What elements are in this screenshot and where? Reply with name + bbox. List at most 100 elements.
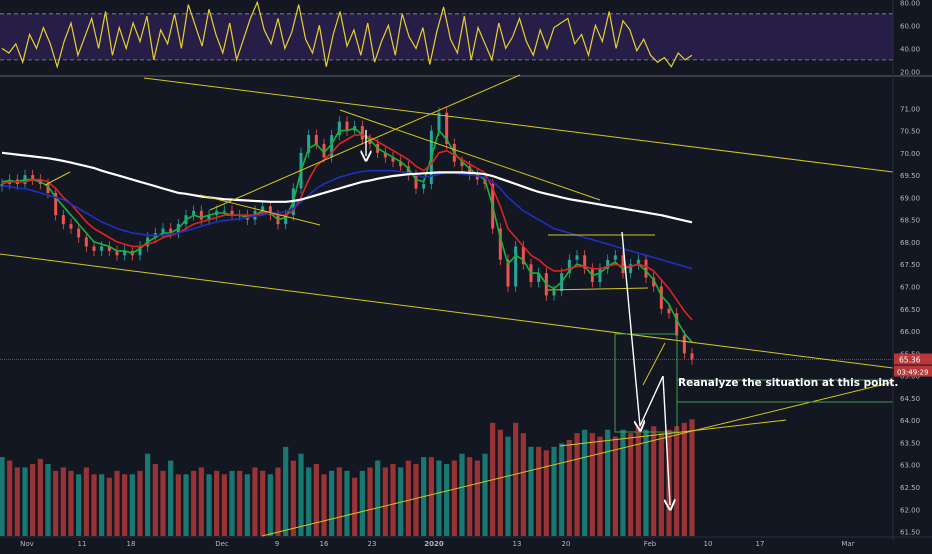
volume-bar	[0, 457, 5, 536]
candle-body	[92, 246, 96, 251]
candle-body	[360, 126, 364, 140]
candle-body	[506, 259, 510, 287]
volume-bar	[643, 429, 649, 536]
time-tick-label: 13	[513, 540, 522, 548]
moving-average-3	[1, 151, 693, 224]
trendline	[209, 74, 521, 211]
candle-body	[667, 308, 671, 314]
candle-body	[138, 246, 142, 256]
candle-body	[61, 215, 65, 225]
volume-panel	[0, 419, 695, 536]
candle-body	[199, 210, 203, 220]
time-tick-label: 17	[756, 540, 765, 548]
candle-body	[682, 335, 686, 354]
volume-bar	[37, 458, 43, 536]
candle-body	[230, 210, 234, 216]
volume-bar	[275, 467, 281, 536]
volume-bar	[574, 433, 580, 536]
retrace-arrow	[639, 375, 664, 427]
volume-bar	[137, 470, 143, 536]
time-tick-label: Feb	[644, 540, 657, 548]
volume-bar	[145, 453, 151, 536]
candle-body	[345, 121, 349, 131]
time-tick-label: Nov	[20, 540, 34, 548]
price-tick-label: 64.50	[900, 395, 920, 403]
price-tick-label: 62.00	[900, 506, 920, 514]
candle-body	[422, 184, 426, 189]
time-tick-label: Dec	[215, 540, 229, 548]
rsi-line	[1, 0, 693, 69]
candle-body	[629, 264, 633, 274]
candle-body	[383, 152, 387, 158]
candle-body	[521, 246, 525, 265]
candle-body	[406, 166, 410, 176]
price-tick-label: 61.50	[900, 529, 920, 537]
volume-bar	[605, 429, 611, 536]
volume-bar	[658, 433, 664, 536]
candle-body	[437, 112, 441, 131]
candle-body	[598, 268, 602, 283]
candle-body	[552, 290, 556, 296]
volume-bar	[612, 436, 618, 536]
volume-bar	[175, 474, 181, 536]
countdown-badge	[894, 365, 932, 377]
time-tick-label: 9	[275, 540, 279, 548]
price-tick-label: 68.00	[900, 239, 920, 247]
volume-bar	[30, 464, 36, 536]
volume-bar	[160, 470, 166, 536]
volume-bar	[68, 470, 74, 536]
trendline	[339, 109, 601, 201]
volume-bar	[513, 422, 519, 536]
volume-bar	[628, 433, 634, 536]
candle-body	[583, 255, 587, 269]
volume-bar	[329, 470, 335, 536]
time-tick-label: Mar	[841, 540, 854, 548]
price-tick-label: 69.00	[900, 194, 920, 202]
trendline	[143, 77, 894, 173]
volume-bar	[244, 474, 250, 536]
candle-body	[161, 228, 165, 234]
volume-bar	[344, 470, 350, 536]
volume-bar	[413, 464, 419, 536]
candle-body	[613, 255, 617, 260]
volume-bar	[444, 464, 450, 536]
volume-bar	[237, 470, 243, 536]
volume-bar	[367, 467, 373, 536]
price-tick-label: 68.50	[900, 217, 920, 225]
volume-bar	[221, 474, 227, 536]
rsi-tick-label: 40.00	[900, 45, 920, 53]
volume-bar	[390, 464, 396, 536]
price-tick-label: 64.00	[900, 417, 920, 425]
candle-body	[322, 143, 326, 158]
volume-bar	[467, 457, 473, 536]
volume-bar	[474, 460, 480, 536]
time-tick-label: 18	[127, 540, 136, 548]
price-tick-label: 63.50	[900, 439, 920, 447]
price-tick-label: 66.50	[900, 306, 920, 314]
volume-bar	[505, 436, 511, 536]
volume-bar	[14, 467, 20, 536]
candle-body	[368, 139, 372, 144]
volume-bar	[651, 426, 657, 536]
volume-bar	[382, 467, 388, 536]
trendline	[261, 381, 894, 537]
trendline	[547, 287, 649, 291]
time-tick-label: 11	[78, 540, 87, 548]
price-tick-label: 63.00	[900, 462, 920, 470]
volume-bar	[536, 446, 542, 536]
candle-body	[468, 166, 472, 176]
time-tick-label: 20	[562, 540, 571, 548]
volume-bar	[436, 460, 442, 536]
candle-body	[307, 135, 311, 153]
volume-bar	[183, 474, 189, 536]
price-tick-label: 67.50	[900, 261, 920, 269]
projection-box	[614, 333, 678, 433]
volume-bar	[566, 440, 572, 536]
trendline	[559, 419, 787, 447]
price-tick-label: 70.50	[900, 128, 920, 136]
volume-bar	[689, 419, 695, 536]
rsi-panel	[0, 0, 932, 77]
volume-bar	[551, 446, 557, 536]
time-tick-label: 10	[704, 540, 713, 548]
